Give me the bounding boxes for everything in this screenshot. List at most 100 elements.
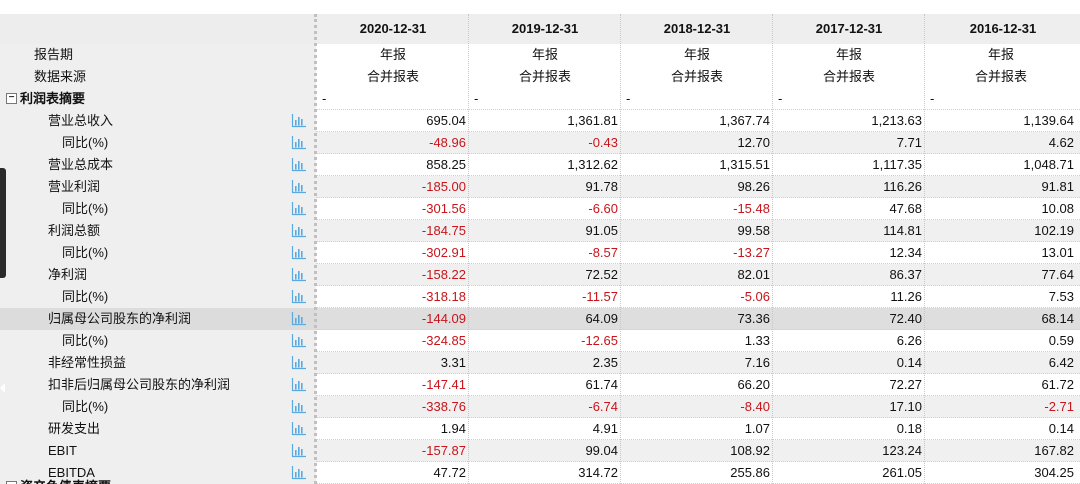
table-cell: 4.62 — [1048, 135, 1074, 150]
table-cell: 0.14 — [896, 355, 922, 370]
table-cell: 91.78 — [585, 179, 618, 194]
bar-chart-icon[interactable] — [291, 377, 307, 392]
table-cell: 82.01 — [737, 267, 770, 282]
side-collapse-tab[interactable] — [0, 168, 6, 393]
bar-chart-icon[interactable] — [291, 135, 307, 150]
table-cell: - — [322, 91, 327, 106]
table-cell: -12.65 — [581, 333, 618, 348]
table-cell: 0.14 — [1048, 421, 1074, 436]
table-row[interactable]: 营业总成本 858.25 1,312.62 1,315.51 1,117.35 1,048… — [0, 154, 1080, 176]
bar-chart-icon[interactable] — [291, 201, 307, 216]
table-row[interactable]: 归属母公司股东的净利润 -144.09 64.09 73.36 72.40 68.14 — [0, 308, 1080, 330]
table-row[interactable]: 同比(%) -302.91 -8.57 -13.27 12.34 13.01 — [0, 242, 1080, 264]
table-cell: 77.64 — [1041, 267, 1074, 282]
row-label-text: 同比(%) — [62, 135, 109, 150]
table-row[interactable]: 同比(%) -338.76 -6.74 -8.40 17.10 -2.71 — [0, 396, 1080, 418]
table-cell: 1,048.71 — [1023, 157, 1074, 172]
bar-chart-icon[interactable] — [291, 333, 307, 348]
table-cell: 3.31 — [440, 355, 466, 370]
row-label-text: 营业总成本 — [48, 157, 114, 172]
table-cell: 47.68 — [889, 201, 922, 216]
table-cell: 858.25 — [426, 157, 466, 172]
bar-chart-icon[interactable] — [291, 465, 307, 480]
table-cell: 7.71 — [896, 135, 922, 150]
table-cell: 合并报表 — [822, 69, 875, 84]
row-label-text: 归属母公司股东的净利润 — [48, 311, 192, 326]
bar-chart-icon[interactable] — [291, 245, 307, 260]
column-divider[interactable] — [314, 14, 317, 484]
table-row[interactable]: 利润总额 -184.75 91.05 99.58 114.81 102.19 — [0, 220, 1080, 242]
table-row[interactable]: EBITDA 47.72 314.72 255.86 261.05 304.25 — [0, 462, 1080, 484]
table-cell: 年报 — [379, 47, 406, 62]
column-divider — [924, 14, 925, 484]
table-cell: 7.16 — [744, 355, 770, 370]
period-header[interactable]: 2019-12-31 — [511, 21, 579, 36]
collapse-toggle-icon[interactable]: − — [6, 93, 17, 105]
table-row[interactable]: 营业总收入 695.04 1,361.81 1,367.74 1,213.63 1,139… — [0, 110, 1080, 132]
table-row[interactable]: 同比(%) -48.96 -0.43 12.70 7.71 4.62 — [0, 132, 1080, 154]
table-row: 报告期 年报 年报 年报 年报 年报 — [0, 44, 1080, 66]
table-cell: 108.92 — [730, 443, 770, 458]
row-label: 非经常性损益 — [0, 352, 316, 374]
row-label: EBIT — [0, 440, 316, 462]
table-row[interactable]: EBIT -157.87 99.04 108.92 123.24 167.82 — [0, 440, 1080, 462]
row-label-text: 营业总收入 — [48, 113, 114, 128]
bar-chart-icon[interactable] — [291, 399, 307, 414]
table-row[interactable]: 净利润 -158.22 72.52 82.01 86.37 77.64 — [0, 264, 1080, 286]
table-row[interactable]: 同比(%) -324.85 -12.65 1.33 6.26 0.59 — [0, 330, 1080, 352]
row-label-text: 同比(%) — [62, 399, 109, 414]
table-cell: 合并报表 — [974, 69, 1027, 84]
table-cell: 114.81 — [883, 223, 922, 238]
bar-chart-icon[interactable] — [291, 223, 307, 238]
table-row[interactable]: 同比(%) -301.56 -6.60 -15.48 47.68 10.08 — [0, 198, 1080, 220]
bar-chart-icon[interactable] — [291, 289, 307, 304]
table-cell: 73.36 — [737, 311, 770, 326]
bar-chart-icon[interactable] — [291, 267, 307, 282]
table-cell: 年报 — [835, 47, 862, 62]
row-label: 报告期 — [0, 44, 316, 66]
table-cell: 68.14 — [1041, 311, 1074, 326]
bar-chart-icon[interactable] — [291, 179, 307, 194]
row-label: 研发支出 — [0, 418, 316, 440]
table-row[interactable]: 研发支出 1.94 4.91 1.07 0.18 0.14 — [0, 418, 1080, 440]
table-cell: 1,213.63 — [871, 113, 922, 128]
table-cell: -301.56 — [421, 201, 466, 216]
table-cell: 99.04 — [585, 443, 618, 458]
table-row[interactable]: 同比(%) -318.18 -11.57 -5.06 11.26 7.53 — [0, 286, 1080, 308]
row-label-text: 非经常性损益 — [48, 355, 127, 370]
table-cell: 66.20 — [737, 377, 770, 392]
table-row[interactable]: 非经常性损益 3.31 2.35 7.16 0.14 6.42 — [0, 352, 1080, 374]
collapse-arrow-icon — [0, 383, 5, 393]
bar-chart-icon[interactable] — [291, 443, 307, 458]
row-label: EBITDA — [0, 462, 316, 484]
table-row[interactable]: 扣非后归属母公司股东的净利润 -147.41 61.74 66.20 72.27 61.7… — [0, 374, 1080, 396]
table-cell: 61.72 — [1041, 377, 1074, 392]
table-cell: 261.05 — [882, 465, 922, 480]
table-cell: -147.41 — [421, 377, 466, 392]
table-cell: 61.74 — [585, 377, 618, 392]
row-label-text: EBITDA — [48, 465, 95, 480]
period-header[interactable]: 2016-12-31 — [969, 21, 1037, 36]
row-label: 同比(%) — [0, 396, 316, 418]
row-label: 同比(%) — [0, 242, 316, 264]
table-cell: 1,117.35 — [872, 157, 922, 172]
table-cell: -6.74 — [588, 399, 618, 414]
bar-chart-icon[interactable] — [291, 113, 307, 128]
bar-chart-icon[interactable] — [291, 355, 307, 370]
period-header[interactable]: 2017-12-31 — [815, 21, 883, 36]
bar-chart-icon[interactable] — [291, 311, 307, 326]
table-cell: 102.19 — [1034, 223, 1074, 238]
period-header[interactable]: 2018-12-31 — [663, 21, 731, 36]
row-label-text: 同比(%) — [62, 201, 109, 216]
table-cell: 10.08 — [1041, 201, 1074, 216]
table-cell: 1,315.51 — [719, 157, 770, 172]
table-cell: 304.25 — [1034, 465, 1074, 480]
table-cell: -324.85 — [421, 333, 466, 348]
collapse-toggle-icon[interactable]: − — [6, 481, 17, 484]
period-header[interactable]: 2020-12-31 — [359, 21, 427, 36]
bar-chart-icon[interactable] — [291, 421, 307, 436]
table-header: 2020-12-31 2019-12-31 2018-12-31 2017-12… — [0, 14, 1080, 44]
table-cell: -157.87 — [421, 443, 466, 458]
table-row[interactable]: 营业利润 -185.00 91.78 98.26 116.26 91.81 — [0, 176, 1080, 198]
bar-chart-icon[interactable] — [291, 157, 307, 172]
